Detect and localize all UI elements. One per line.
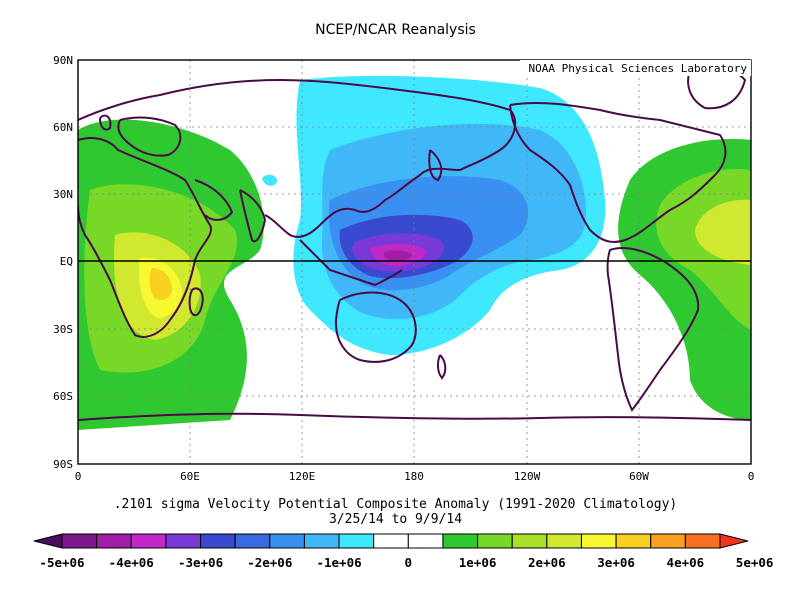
negative-anomaly-small	[262, 174, 278, 186]
lon-label: 60E	[180, 470, 200, 483]
colorbar-swatch	[442, 533, 479, 549]
colorbar-labels: -5e+06 -4e+06 -3e+06 -2e+06 -1e+06 0 1e+06 2e+0…	[39, 555, 773, 570]
colorbar-swatch	[511, 533, 548, 549]
coast-uk	[99, 114, 112, 131]
colorbar-swatch	[373, 533, 409, 549]
colorbar-tick-label: 1e+06	[459, 555, 497, 570]
coast-madagascar	[188, 287, 204, 317]
colorbar-swatch	[684, 533, 721, 549]
lon-label: 60W	[629, 470, 649, 483]
colorbar-swatch	[407, 533, 444, 549]
lat-label: 60N	[53, 121, 73, 134]
lat-labels: 90N 60N 30N EQ 30S 60S 90S	[53, 54, 73, 471]
colorbar-swatch	[615, 533, 652, 549]
coast-southamerica	[606, 247, 700, 412]
colorbar-tick-label: 5e+06	[736, 555, 774, 570]
lat-label: 30N	[53, 188, 73, 201]
colorbar-swatch	[269, 533, 305, 549]
caption-line-2: 3/25/14 to 9/9/14	[328, 512, 463, 527]
lat-label: 90S	[53, 458, 73, 471]
colorbar-swatch	[546, 533, 582, 549]
positive-anomaly-atlantic-3	[695, 199, 751, 265]
lat-lon-grid	[78, 60, 751, 464]
colorbar-swatch	[234, 533, 271, 549]
lat-label: 30S	[53, 323, 73, 336]
colorbar-arrow-left	[33, 533, 63, 549]
colorbar-tick-label: 2e+06	[528, 555, 566, 570]
lon-label: 120W	[514, 470, 541, 483]
coast-europe	[117, 116, 182, 157]
colorbar-swatch	[130, 533, 167, 549]
colorbar-tick-label: -1e+06	[316, 555, 361, 570]
credit-box	[520, 60, 751, 76]
colorbar-swatch	[650, 533, 686, 549]
lon-label: 0	[75, 470, 82, 483]
caption-line-1: .2101 sigma Velocity Potential Composite…	[113, 497, 678, 512]
colorbar-tick-label: -2e+06	[247, 555, 292, 570]
map-title: NCEP/NCAR Reanalysis	[315, 22, 476, 38]
colorbar-tick-label: 0	[405, 555, 413, 570]
colorbar-swatch	[165, 533, 202, 549]
colorbar-swatch	[338, 533, 375, 549]
colorbar	[33, 533, 749, 549]
colorbar-swatch	[303, 533, 340, 549]
colorbar-tick-label: -4e+06	[109, 555, 154, 570]
coast-antarctica	[78, 412, 751, 421]
coast-northamerica	[509, 101, 727, 243]
credit-label: NOAA Physical Sciences Laboratory	[528, 62, 747, 75]
plot-frame	[77, 59, 752, 465]
coast-arabia	[194, 179, 234, 221]
lat-label: EQ	[60, 255, 73, 268]
colorbar-swatch	[61, 533, 98, 549]
colorbar-swatch	[477, 533, 513, 549]
colorbar-swatch	[96, 533, 132, 549]
lon-label: 180	[404, 470, 424, 483]
coast-australia	[334, 291, 417, 363]
colorbar-swatch	[580, 533, 617, 549]
coastlines	[78, 66, 751, 421]
colorbar-swatch	[200, 533, 236, 549]
colorbar-tick-label: 3e+06	[597, 555, 635, 570]
lat-label: 90N	[53, 54, 73, 67]
colorbar-tick-label: -5e+06	[39, 555, 84, 570]
coast-eurasia	[78, 78, 517, 238]
colorbar-tick-label: 4e+06	[667, 555, 705, 570]
colorbar-tick-label: -3e+06	[178, 555, 223, 570]
colorbar-arrow-right	[719, 533, 749, 549]
lon-label: 120E	[289, 470, 316, 483]
coast-seasia	[299, 239, 403, 287]
negative-anomaly-pacific-7	[383, 250, 412, 262]
coast-india	[239, 189, 267, 243]
positive-anomaly-africa-5	[149, 268, 173, 300]
coast-japan	[428, 149, 443, 182]
lat-label: 60S	[53, 390, 73, 403]
lon-labels: 0 60E 120E 180 120W 60W 0	[75, 470, 755, 483]
lon-label: 0	[748, 470, 755, 483]
coast-newzealand	[436, 354, 447, 380]
coast-africa	[78, 137, 212, 338]
